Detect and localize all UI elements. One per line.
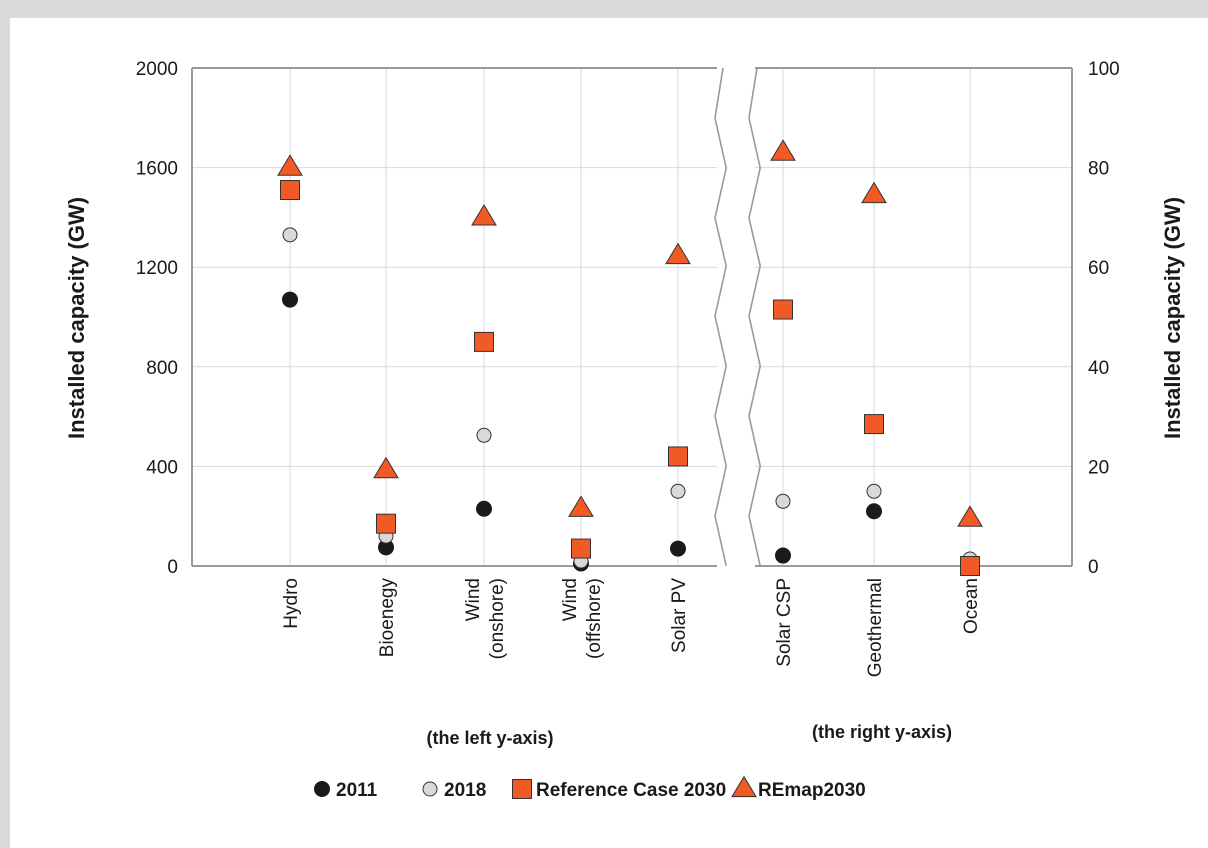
right-tick-label: 60	[1088, 258, 1109, 279]
point-remap2030-solar-pv	[665, 242, 691, 265]
point-remap2030-wind-onshore	[471, 204, 497, 226]
y-axis-label-left: Installed capacity (GW)	[64, 197, 89, 439]
chart-frame: 0 0 400 20 800 40 1200 60 1600 80 2000 100 Hydro Bio…	[10, 18, 1208, 848]
tick-labels: 0 0 400 20 800 40 1200 60 1600 80 2000 100	[136, 59, 1120, 578]
category-label: Bioenegy	[377, 578, 398, 658]
right-tick-label: 20	[1088, 457, 1109, 478]
point-2011-hydro	[282, 291, 298, 308]
point-reference-case-2030-bioenegy	[376, 513, 396, 534]
category-label: Geothermal	[865, 578, 886, 677]
y-axis-label-right: Installed capacity (GW)	[1160, 197, 1185, 439]
category-label: (offshore)	[584, 578, 605, 659]
point-reference-case-2030-hydro	[280, 180, 300, 201]
point-remap2030-bioenegy	[373, 456, 399, 479]
left-tick-label: 2000	[136, 59, 178, 80]
point-reference-case-2030-solar-csp	[773, 299, 793, 320]
legend-marker-2011	[314, 781, 330, 797]
legend-label: 2011	[336, 780, 378, 801]
category-label: Solar PV	[669, 578, 690, 653]
point-remap2030-ocean	[957, 505, 983, 527]
right-tick-label: 80	[1088, 159, 1109, 180]
right-tick-label: 40	[1088, 358, 1109, 379]
point-reference-case-2030-solar-pv	[668, 446, 688, 467]
chart-svg: 0 0 400 20 800 40 1200 60 1600 80 2000 100 Hydro Bio…	[64, 59, 1185, 801]
point-2018-geothermal	[866, 483, 882, 499]
category-label: Ocean	[961, 578, 982, 634]
right-tick-label: 0	[1088, 557, 1099, 578]
axis-break-right	[748, 67, 762, 567]
left-tick-label: 1600	[136, 159, 178, 180]
point-remap2030-geothermal	[861, 181, 887, 204]
left-tick-label: 0	[167, 557, 178, 578]
point-2011-wind-onshore	[476, 500, 492, 517]
category-label: Hydro	[281, 578, 302, 629]
right-tick-label: 100	[1088, 59, 1120, 80]
left-tick-label: 800	[146, 358, 178, 379]
point-2018-solar-csp	[775, 493, 791, 509]
category-label: Solar CSP	[774, 578, 795, 667]
left-tick-label: 400	[146, 457, 178, 478]
point-2011-geothermal	[866, 503, 882, 520]
right-axis-note: (the right y-axis)	[812, 722, 952, 742]
legend-marker-2018	[422, 781, 438, 797]
point-2011-solar-csp	[775, 547, 791, 564]
point-remap2030-hydro	[277, 154, 303, 176]
legend: 2011 2018 Reference Case 2030 REmap2030	[314, 775, 866, 801]
axis-break-left	[714, 67, 728, 567]
category-label: (onshore)	[487, 578, 508, 659]
legend-marker-reference-case-2030	[512, 779, 532, 799]
point-2018-solar-pv	[670, 483, 686, 499]
category-labels: Hydro Bioenegy Wind (onshore) Wind (offshore)…	[281, 578, 982, 678]
left-axis-note: (the left y-axis)	[426, 728, 553, 748]
point-reference-case-2030-wind-onshore	[474, 331, 494, 352]
point-2011-solar-pv	[670, 540, 686, 557]
data-points	[277, 139, 983, 576]
category-label: Wind	[463, 578, 484, 621]
left-tick-label: 1200	[136, 258, 178, 279]
legend-label: 2018	[444, 780, 486, 801]
gridlines	[192, 68, 1072, 566]
legend-marker-remap2030	[731, 775, 757, 798]
category-label: Wind	[560, 578, 581, 621]
axes	[191, 67, 1073, 567]
point-2018-hydro	[282, 227, 298, 243]
point-remap2030-wind-offshore	[568, 495, 594, 517]
point-reference-case-2030-ocean	[960, 556, 980, 576]
point-2018-wind-onshore	[476, 427, 492, 443]
legend-label: Reference Case 2030	[536, 780, 726, 801]
point-reference-case-2030-wind-offshore	[571, 538, 591, 559]
legend-label: REmap2030	[758, 780, 866, 801]
point-remap2030-solar-csp	[770, 139, 796, 161]
point-reference-case-2030-geothermal	[864, 414, 884, 435]
